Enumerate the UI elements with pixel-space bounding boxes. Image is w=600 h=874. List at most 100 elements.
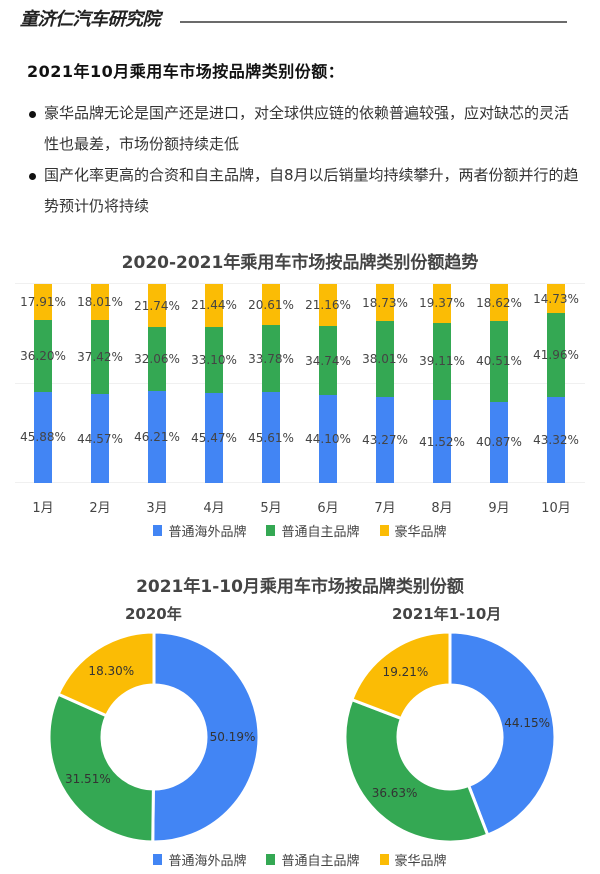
data-label: 43.32% [533, 432, 579, 447]
bar-2: 44.57% 37.42% 18.01% [77, 284, 123, 483]
data-label: 18.62% [476, 295, 522, 310]
data-label: 32.06% [134, 352, 180, 367]
donut-data-label: 44.15% [504, 715, 551, 730]
legend-item-overseas[interactable]: 普通海外品牌 [153, 850, 246, 869]
data-label: 44.10% [305, 432, 351, 447]
data-label: 39.11% [419, 354, 465, 369]
data-label: 33.10% [191, 352, 237, 367]
bullet-item: 国产化率更高的合资和自主品牌，自8月以后销量均持续攀升，两者份额并行的趋势预计仍… [26, 160, 581, 222]
bar-segment: 18.73% [362, 284, 408, 322]
bullet-list: 豪华品牌无论是国产还是进口，对全球供应链的依赖普遍较强，应对缺芯的灵活性也最差，… [26, 98, 581, 222]
section-title: 2021年10月乘用车市场按品牌类别份额： [27, 62, 345, 81]
stacked-bar-chart: 45.88% 36.20% 17.91% 44.57% 37.42% 18.01% 46.2… [15, 283, 585, 483]
data-label: 45.47% [191, 430, 237, 445]
bar-6: 44.10% 34.74% 21.16% [305, 284, 351, 483]
bar-segment: 33.78% [248, 325, 294, 393]
data-label: 21.44% [191, 298, 237, 313]
bar-10: 43.32% 41.96% 14.73% [533, 284, 579, 483]
bar-segment: 14.73% [533, 284, 579, 314]
bar-segment: 21.74% [134, 284, 180, 328]
bar-segment: 45.88% [20, 391, 66, 483]
bar-segment: 34.74% [305, 326, 351, 396]
donut-data-label: 18.30% [88, 664, 135, 679]
donut-chart-2021: 44.15% 36.63% 19.21% [343, 630, 557, 844]
data-label: 17.91% [20, 294, 66, 309]
bar-7: 43.27% 38.01% 18.73% [362, 284, 408, 483]
data-label: 33.78% [248, 351, 294, 366]
donut-slice [343, 697, 490, 844]
donut-slice [448, 630, 557, 837]
x-axis-label: 9月 [488, 501, 510, 516]
legend-swatch-icon [153, 525, 163, 536]
donut-slice [349, 630, 452, 721]
donut-slice [47, 692, 155, 844]
donut-data-label: 50.19% [209, 730, 256, 745]
data-label: 38.01% [362, 352, 408, 367]
data-label: 36.20% [20, 348, 66, 363]
bar-segment: 44.57% [77, 394, 123, 483]
bar-segment: 44.10% [305, 395, 351, 483]
bar-segment: 45.47% [191, 392, 237, 483]
legend-item-domestic[interactable]: 普通自主品牌 [266, 521, 360, 540]
donut-chart-legend: 普通海外品牌 普通自主品牌 豪华品牌 [0, 850, 600, 869]
legend-item-overseas[interactable]: 普通海外品牌 [153, 521, 246, 540]
data-label: 43.27% [362, 432, 408, 447]
donut-chart-2020: 50.19% 31.51% 18.30% [47, 630, 261, 844]
bar-segment: 18.62% [476, 284, 522, 322]
legend-label: 普通自主品牌 [281, 854, 360, 869]
legend-swatch-icon [153, 854, 163, 865]
legend-label: 豪华品牌 [394, 525, 447, 540]
donut-data-label: 36.63% [371, 785, 418, 800]
legend-item-luxury[interactable]: 豪华品牌 [379, 521, 447, 540]
data-label: 45.61% [248, 430, 294, 445]
data-label: 45.88% [20, 430, 66, 445]
bar-segment: 39.11% [419, 322, 465, 401]
data-label: 18.01% [77, 294, 123, 309]
data-label: 40.87% [476, 435, 522, 450]
bar-segment: 41.52% [419, 400, 465, 483]
data-label: 41.52% [419, 434, 465, 449]
bar-chart-legend: 普通海外品牌 普通自主品牌 豪华品牌 [0, 521, 600, 540]
bar-chart-title: 2020-2021年乘用车市场按品牌类别份额趋势 [121, 253, 479, 273]
gridline [15, 283, 585, 284]
bullet-item: 豪华品牌无论是国产还是进口，对全球供应链的依赖普遍较强，应对缺芯的灵活性也最差，… [26, 98, 581, 160]
data-label: 19.37% [419, 296, 465, 311]
bar-9: 40.87% 40.51% 18.62% [476, 284, 522, 483]
bar-segment: 21.16% [305, 284, 351, 327]
brand-name: 童济仁汽车研究院 [20, 9, 161, 30]
legend-item-domestic[interactable]: 普通自主品牌 [266, 850, 360, 869]
legend-label: 豪华品牌 [394, 854, 447, 869]
data-label: 20.61% [248, 297, 294, 312]
brand-header: 童济仁汽车研究院 [20, 5, 580, 35]
bar-segment: 32.06% [134, 327, 180, 392]
bar-segment: 38.01% [362, 321, 408, 397]
bar-segment: 21.44% [191, 284, 237, 327]
bar-segment: 36.20% [20, 319, 66, 392]
legend-swatch-icon [379, 525, 389, 536]
bar-4: 45.47% 33.10% 21.44% [191, 284, 237, 483]
donut-chart-title: 2021年1-10月乘用车市场按品牌类别份额 [136, 577, 464, 597]
legend-swatch-icon [266, 854, 276, 865]
donut-subtitle-2020: 2020年 [125, 605, 182, 623]
data-label: 21.74% [134, 298, 180, 313]
x-axis-labels: 1月 2月 3月 4月 5月 6月 7月 8月 9月 10月 [15, 497, 585, 517]
bar-segment: 40.51% [476, 321, 522, 402]
donut-slice [56, 630, 156, 718]
bar-segment: 33.10% [191, 326, 237, 393]
donut-slice [151, 630, 261, 844]
bar-5: 45.61% 33.78% 20.61% [248, 284, 294, 483]
data-label: 44.57% [77, 431, 123, 446]
x-axis-label: 6月 [317, 501, 339, 516]
bar-segment: 41.96% [533, 313, 579, 397]
bar-segment: 43.27% [362, 396, 408, 483]
bar-segment: 40.87% [476, 401, 522, 483]
data-label: 18.73% [362, 295, 408, 310]
gridline [15, 383, 585, 384]
legend-item-luxury[interactable]: 豪华品牌 [379, 850, 447, 869]
data-label: 14.73% [533, 291, 579, 306]
legend-swatch-icon [379, 854, 389, 865]
donut-data-label: 19.21% [382, 665, 429, 680]
bar-segment: 19.37% [419, 284, 465, 323]
donut-data-label: 31.51% [64, 772, 111, 787]
data-label: 46.21% [134, 430, 180, 445]
